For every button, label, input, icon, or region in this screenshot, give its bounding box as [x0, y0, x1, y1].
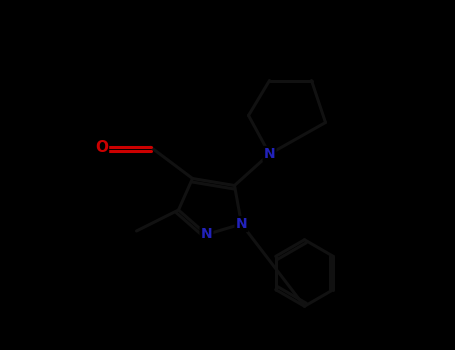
- Text: N: N: [236, 217, 248, 231]
- Text: N: N: [264, 147, 275, 161]
- Text: N: N: [201, 228, 212, 241]
- Text: O: O: [95, 140, 108, 154]
